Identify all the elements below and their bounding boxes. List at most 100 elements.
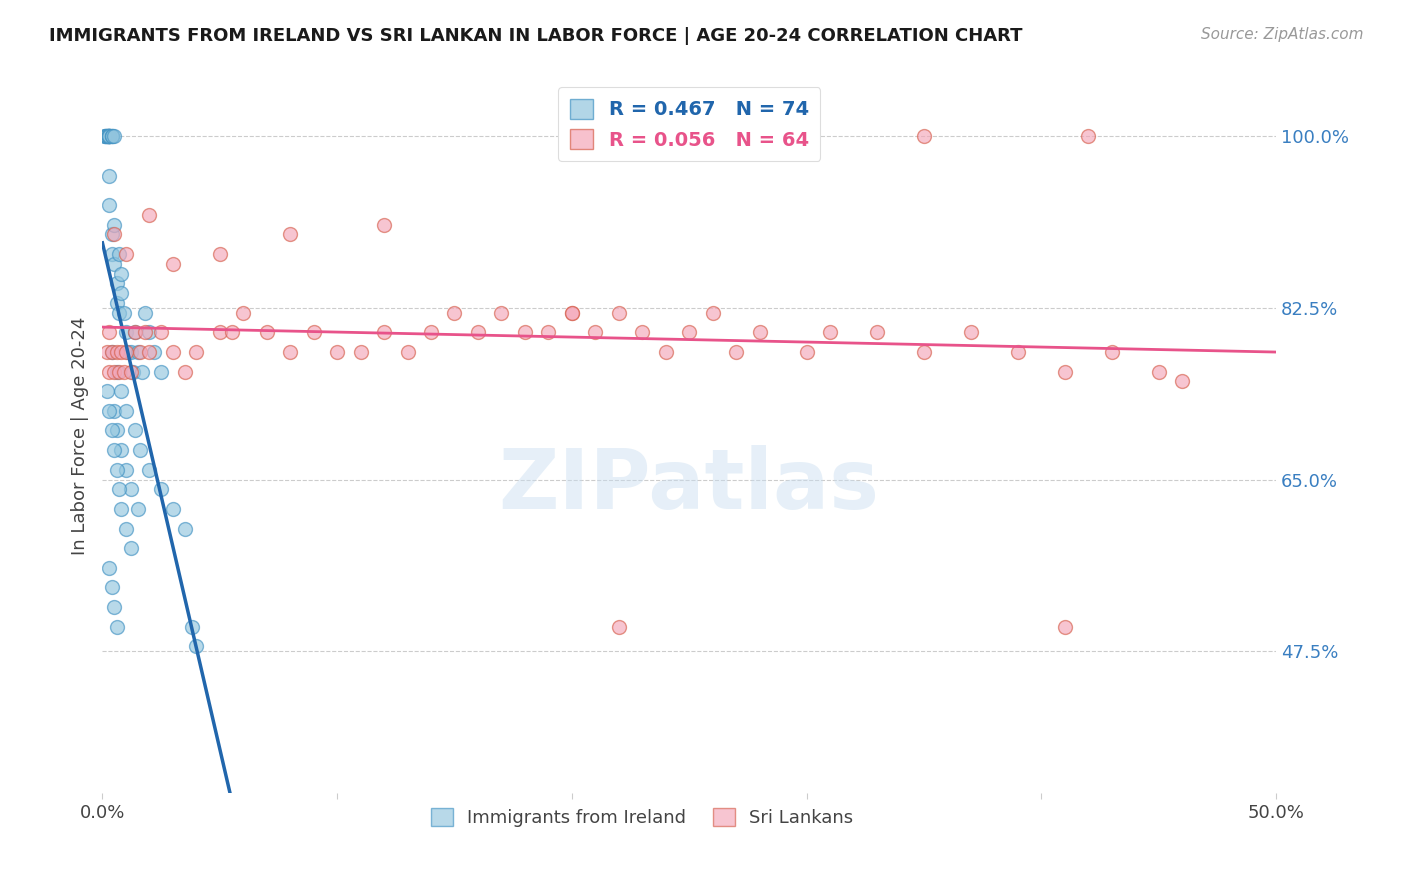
Point: [110, 345, 132, 359]
Point: [138, 463, 160, 477]
Point: [912, 129, 935, 144]
Point: [373, 218, 395, 232]
Point: [134, 326, 156, 340]
Point: [725, 345, 748, 359]
Point: [105, 620, 128, 634]
Point: [94, 129, 117, 144]
Point: [124, 424, 146, 438]
Point: [117, 345, 139, 359]
Point: [101, 345, 124, 359]
Point: [115, 326, 138, 340]
Point: [162, 502, 184, 516]
Point: [491, 306, 513, 320]
Point: [103, 365, 125, 379]
Point: [98, 129, 121, 144]
Point: [108, 483, 131, 497]
Point: [537, 326, 560, 340]
Text: ZIPatlas: ZIPatlas: [499, 445, 880, 526]
Point: [110, 502, 132, 516]
Point: [105, 463, 128, 477]
Point: [129, 443, 152, 458]
Text: IMMIGRANTS FROM IRELAND VS SRI LANKAN IN LABOR FORCE | AGE 20-24 CORRELATION CHA: IMMIGRANTS FROM IRELAND VS SRI LANKAN IN…: [49, 27, 1022, 45]
Point: [583, 326, 606, 340]
Point: [96, 129, 118, 144]
Point: [278, 227, 301, 242]
Point: [150, 483, 173, 497]
Point: [1147, 365, 1170, 379]
Point: [98, 129, 121, 144]
Point: [221, 326, 243, 340]
Point: [143, 345, 166, 359]
Point: [101, 581, 124, 595]
Point: [98, 129, 121, 144]
Point: [98, 561, 121, 575]
Point: [98, 129, 121, 144]
Point: [103, 600, 125, 615]
Point: [127, 502, 149, 516]
Point: [110, 384, 132, 399]
Point: [1101, 345, 1123, 359]
Point: [162, 345, 184, 359]
Point: [129, 345, 152, 359]
Point: [115, 345, 138, 359]
Point: [103, 443, 125, 458]
Point: [120, 365, 142, 379]
Point: [131, 365, 153, 379]
Text: Source: ZipAtlas.com: Source: ZipAtlas.com: [1201, 27, 1364, 42]
Point: [94, 129, 117, 144]
Point: [138, 345, 160, 359]
Point: [98, 129, 121, 144]
Point: [108, 247, 131, 261]
Point: [120, 483, 142, 497]
Point: [124, 326, 146, 340]
Point: [103, 129, 125, 144]
Point: [115, 463, 138, 477]
Point: [112, 365, 135, 379]
Point: [373, 326, 395, 340]
Point: [98, 326, 121, 340]
Point: [349, 345, 371, 359]
Legend: Immigrants from Ireland, Sri Lankans: Immigrants from Ireland, Sri Lankans: [423, 801, 860, 834]
Point: [110, 443, 132, 458]
Point: [326, 345, 349, 359]
Point: [96, 345, 118, 359]
Point: [467, 326, 489, 340]
Point: [1077, 129, 1099, 144]
Point: [101, 129, 124, 144]
Point: [101, 227, 124, 242]
Point: [607, 306, 630, 320]
Point: [138, 326, 160, 340]
Point: [443, 306, 465, 320]
Point: [98, 129, 121, 144]
Point: [1053, 365, 1076, 379]
Point: [302, 326, 325, 340]
Point: [1007, 345, 1029, 359]
Point: [420, 326, 443, 340]
Point: [103, 227, 125, 242]
Point: [818, 326, 841, 340]
Point: [232, 306, 254, 320]
Point: [173, 365, 195, 379]
Point: [103, 218, 125, 232]
Point: [98, 129, 121, 144]
Point: [101, 424, 124, 438]
Point: [180, 620, 202, 634]
Point: [101, 345, 124, 359]
Point: [108, 365, 131, 379]
Point: [101, 129, 124, 144]
Point: [101, 247, 124, 261]
Point: [1171, 375, 1194, 389]
Point: [702, 306, 724, 320]
Point: [134, 306, 156, 320]
Point: [138, 208, 160, 222]
Point: [110, 286, 132, 301]
Point: [513, 326, 536, 340]
Point: [105, 424, 128, 438]
Point: [561, 306, 583, 320]
Point: [208, 326, 231, 340]
Point: [105, 345, 128, 359]
Point: [278, 345, 301, 359]
Point: [96, 384, 118, 399]
Point: [105, 365, 128, 379]
Point: [796, 345, 818, 359]
